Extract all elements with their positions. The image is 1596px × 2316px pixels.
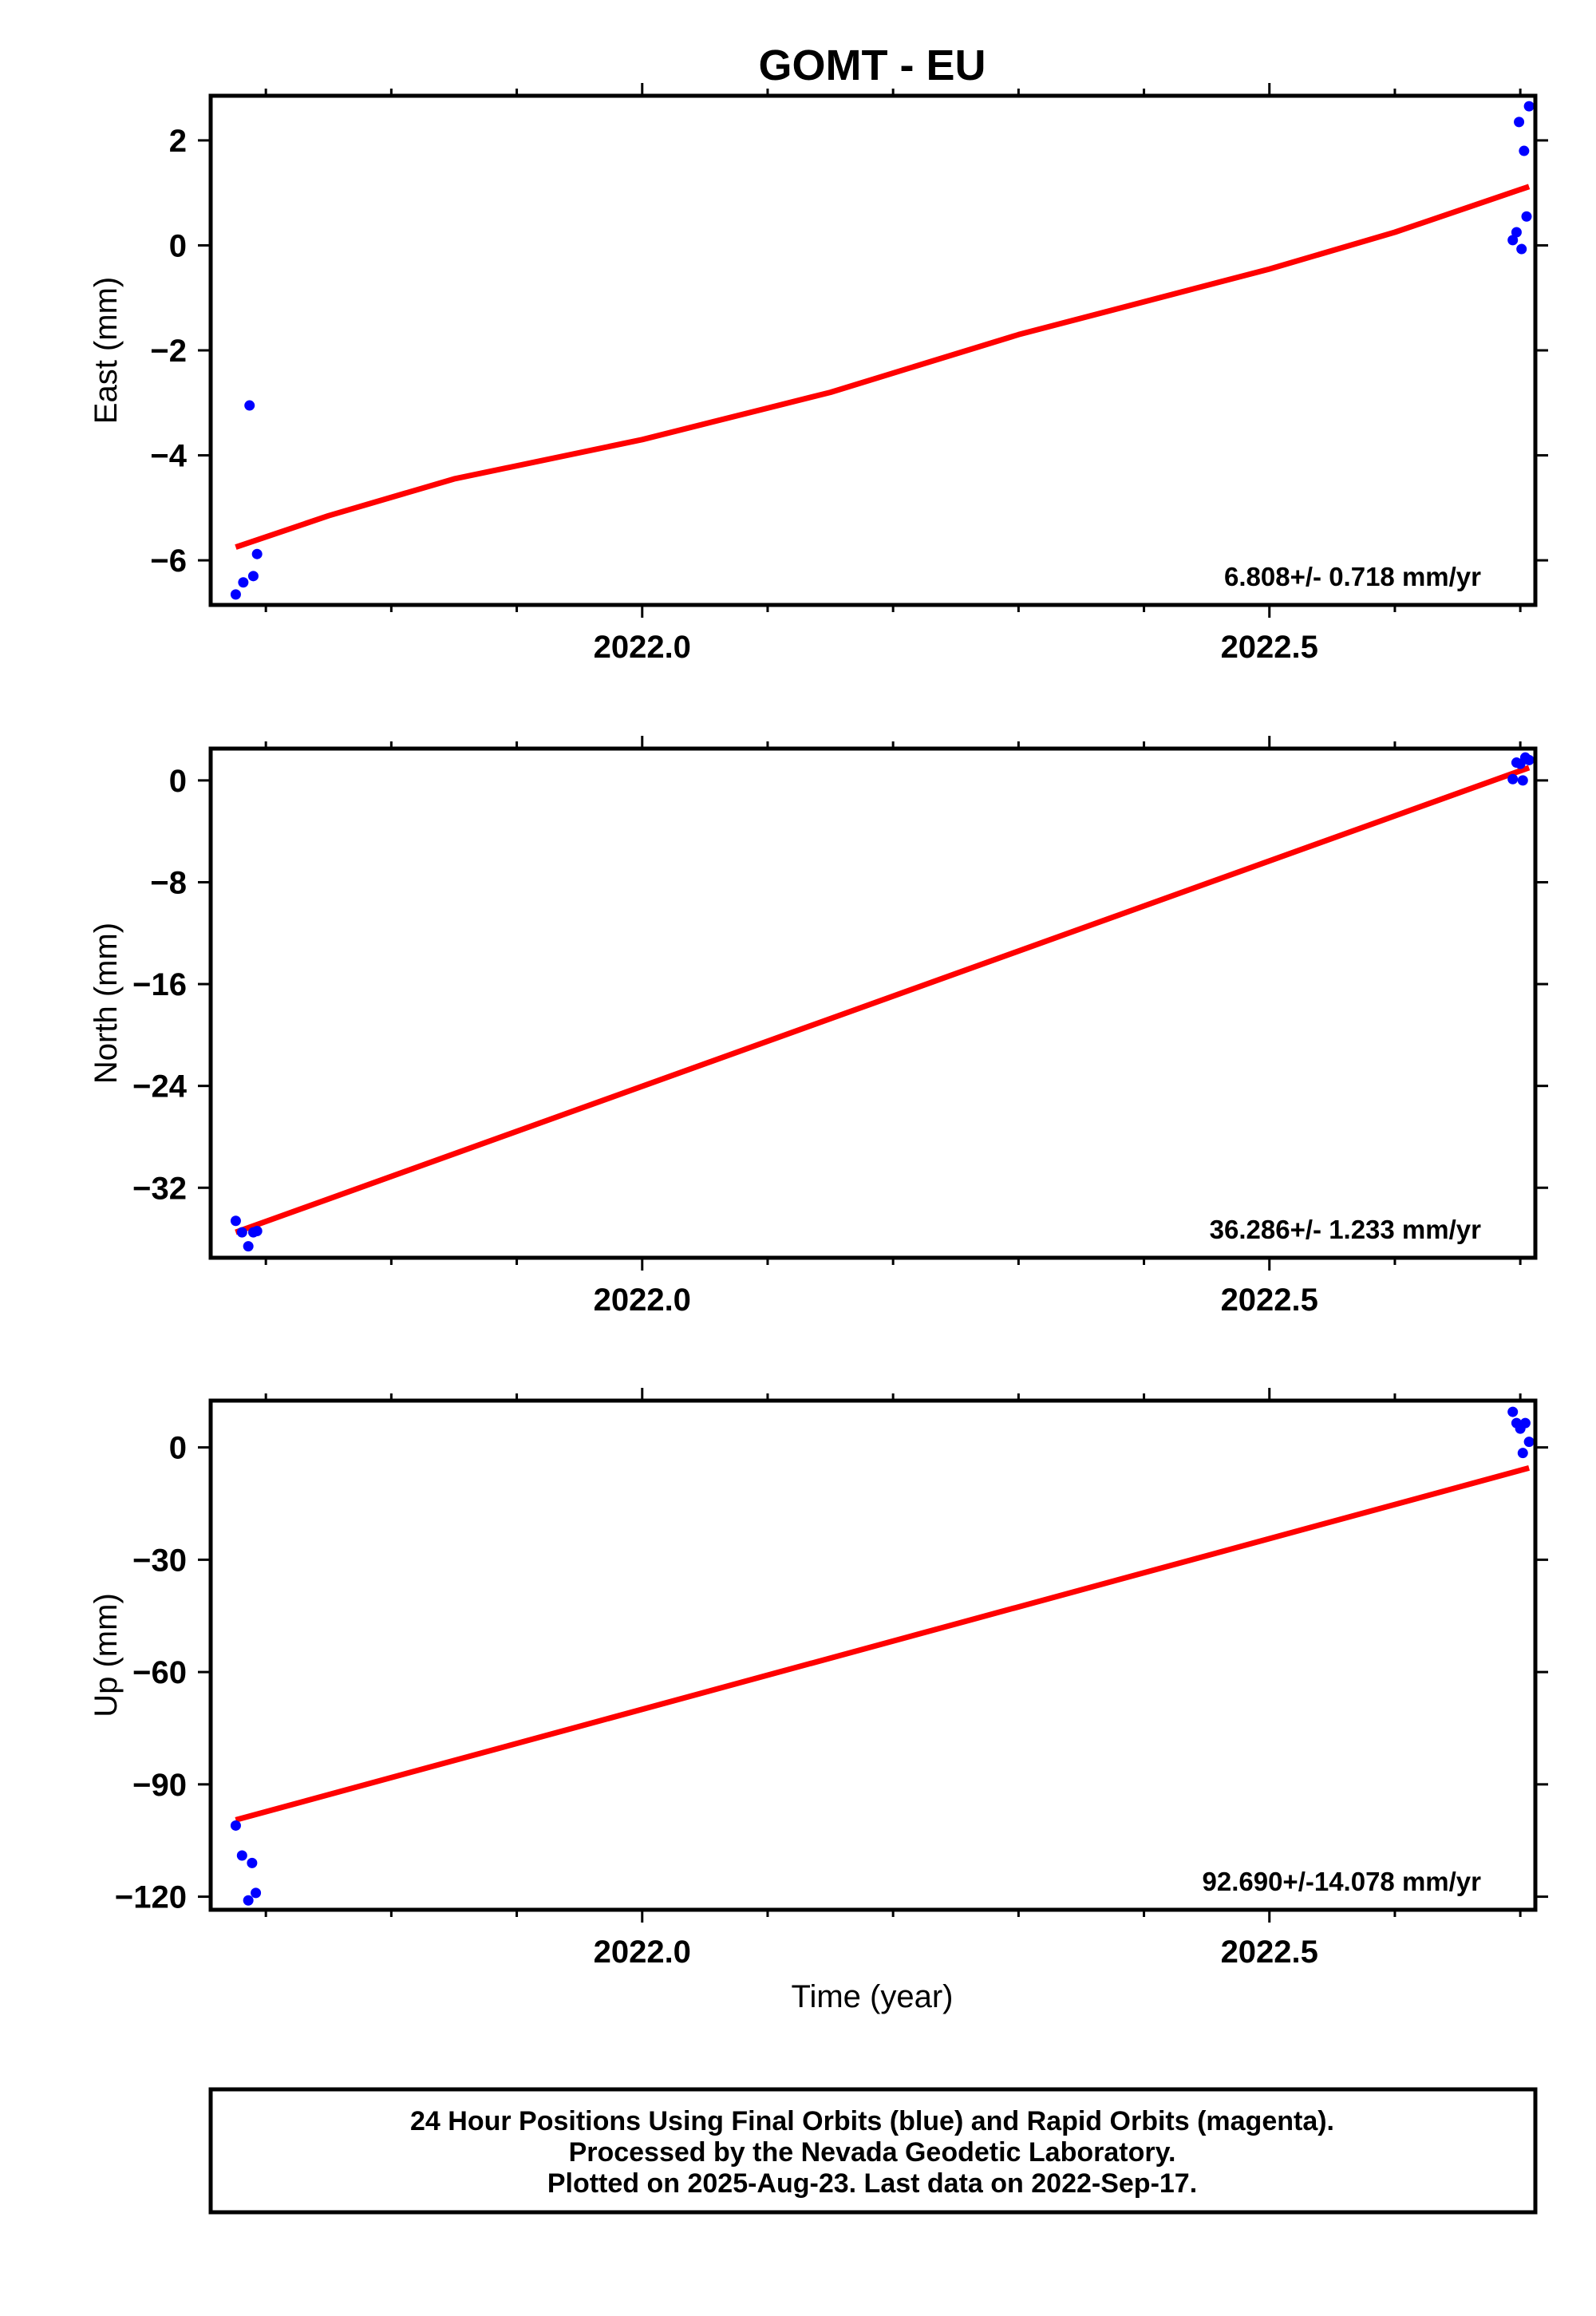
- footer-line-2: Processed by the Nevada Geodetic Laborat…: [569, 2137, 1176, 2168]
- data-point: [247, 1857, 258, 1868]
- plot-area: [230, 101, 1535, 600]
- data-point: [1507, 235, 1519, 246]
- data-point: [243, 1241, 254, 1252]
- data-point: [1517, 1448, 1528, 1459]
- data-point: [230, 1215, 241, 1227]
- data-point: [251, 1226, 263, 1237]
- data-point: [230, 1820, 241, 1831]
- figure-title: GOMT - EU: [759, 41, 986, 89]
- panel-1: −6 −4 −2 0 2 2022.0 2022.5 East (mm) 6.808+/- 0.…: [89, 83, 1548, 665]
- data-point: [1511, 227, 1522, 238]
- footer-line-3: Plotted on 2025-Aug-23. Last data on 202…: [547, 2168, 1197, 2199]
- rate-label: 6.808+/- 0.718 mm/yr: [1224, 562, 1481, 591]
- trend-line: [235, 184, 1531, 550]
- panel-3: −120 −90 −60 −30 0 2022.0 2022.5 Up (mm) 92.690+…: [89, 1388, 1548, 1970]
- panel-frame: [208, 1398, 1538, 1912]
- y-tick-label: −60: [132, 1655, 187, 1690]
- data-point: [1523, 101, 1535, 112]
- data-point: [1523, 1437, 1535, 1448]
- y-tick-label: 0: [169, 764, 187, 799]
- y-axis-label: East (mm): [89, 277, 124, 424]
- data-point: [1507, 773, 1519, 785]
- y-axis-label: Up (mm): [89, 1593, 124, 1717]
- data-point: [1521, 211, 1532, 222]
- x-tick-label: 2022.5: [1221, 1282, 1318, 1318]
- data-point: [238, 577, 249, 588]
- data-point: [247, 571, 259, 582]
- x-axis-label: Time (year): [792, 1979, 954, 2014]
- rate-label: 36.286+/- 1.233 mm/yr: [1210, 1215, 1481, 1244]
- trend-line: [235, 1465, 1531, 1823]
- y-tick-label: 0: [169, 228, 187, 263]
- data-point: [236, 1850, 247, 1861]
- y-tick-label: −16: [132, 967, 187, 1002]
- data-point: [1519, 1417, 1531, 1429]
- data-point: [236, 1227, 247, 1238]
- x-tick-label: 2022.5: [1221, 1935, 1318, 1970]
- footer-frame: [208, 2087, 1538, 2215]
- data-point: [1514, 117, 1525, 128]
- data-point: [1523, 754, 1535, 765]
- y-tick-label: −24: [132, 1069, 188, 1105]
- x-tick-label: 2022.0: [594, 1935, 691, 1970]
- data-point: [251, 1887, 262, 1899]
- data-point: [230, 589, 241, 600]
- panel-frame: [208, 93, 1538, 607]
- data-point: [1516, 243, 1527, 255]
- trend-line: [235, 765, 1531, 1235]
- panel-frame: [208, 746, 1538, 1260]
- y-axis-label: North (mm): [89, 923, 124, 1084]
- rate-label: 92.690+/-14.078 mm/yr: [1202, 1867, 1481, 1896]
- panels-group: −6 −4 −2 0 2 2022.0 2022.5 East (mm) 6.808+/- 0.…: [89, 83, 1548, 1970]
- x-tick-label: 2022.0: [594, 1282, 691, 1318]
- y-tick-label: 2: [169, 124, 187, 159]
- data-point: [243, 1895, 254, 1906]
- y-tick-label: −8: [150, 865, 187, 900]
- plot-area: [230, 752, 1535, 1252]
- plot-area: [230, 1406, 1535, 1906]
- x-tick-label: 2022.5: [1221, 630, 1318, 665]
- footer-line-1: 24 Hour Positions Using Final Orbits (bl…: [410, 2106, 1334, 2136]
- y-tick-label: −120: [115, 1880, 187, 1915]
- y-tick-label: −32: [132, 1171, 187, 1206]
- data-point: [251, 548, 263, 559]
- panel-2: −32 −24 −16 −8 0 2022.0 2022.5 North (mm) 36.286…: [89, 736, 1548, 1318]
- data-point: [1519, 145, 1530, 156]
- y-tick-label: 0: [169, 1431, 187, 1466]
- y-tick-label: −4: [150, 439, 187, 474]
- y-tick-label: −30: [132, 1543, 187, 1578]
- y-tick-label: −2: [150, 334, 187, 369]
- y-tick-label: −6: [150, 543, 187, 579]
- data-point: [1517, 775, 1528, 786]
- x-tick-label: 2022.0: [594, 630, 691, 665]
- data-point: [1507, 1406, 1519, 1417]
- footer-box: 24 Hour Positions Using Final Orbits (bl…: [208, 2087, 1538, 2215]
- data-point: [244, 400, 255, 411]
- y-tick-label: −90: [132, 1768, 187, 1803]
